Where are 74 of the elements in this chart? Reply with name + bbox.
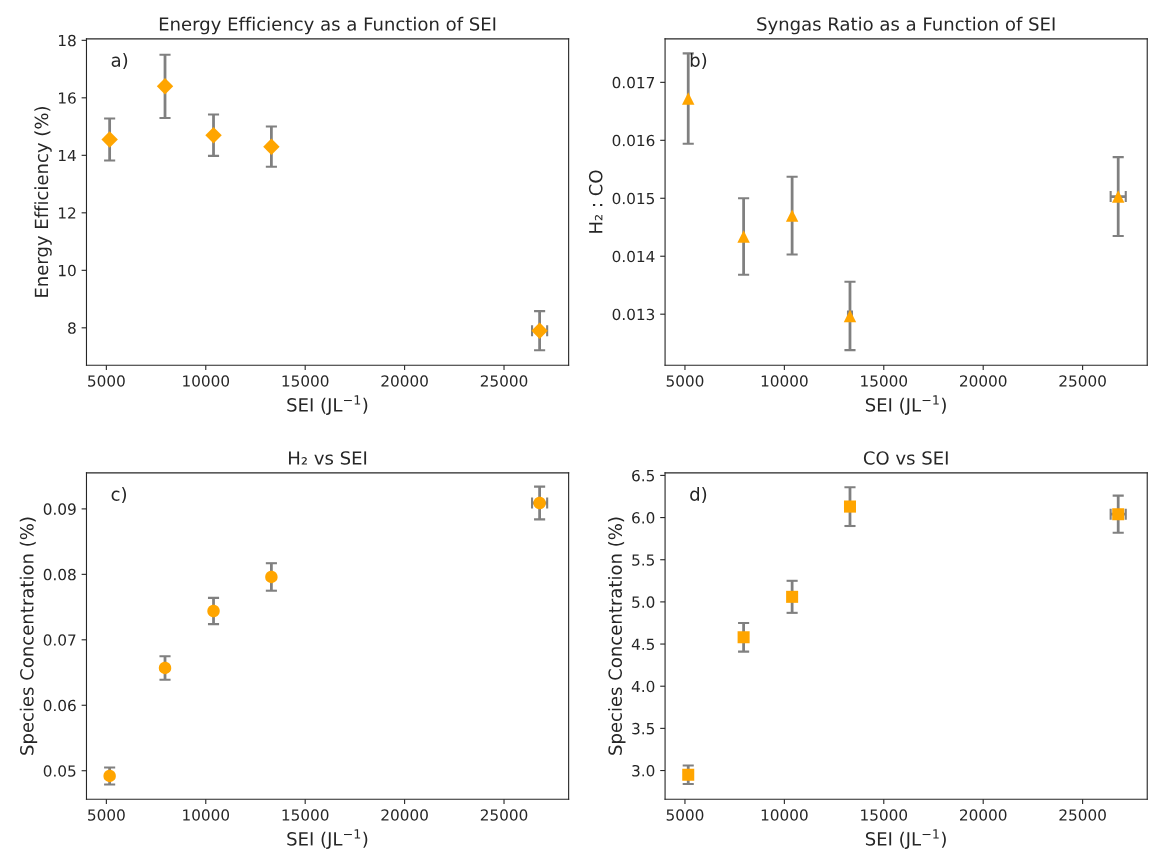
x-tick-label: 10000: [761, 809, 808, 821]
y-axis-title: Energy Efficiency (%): [34, 107, 52, 297]
x-tick-label: 10000: [761, 375, 808, 387]
point: [682, 92, 695, 105]
x-tick-label: 10000: [183, 809, 230, 821]
point: [207, 604, 220, 618]
chart-title: Energy Efficiency as a Function of SEI: [159, 16, 496, 35]
point: [785, 209, 799, 222]
x-axis-title: SEI (JL$^{−1}$): [865, 395, 946, 415]
y-tick-label: 5.5: [632, 554, 655, 566]
point: [205, 126, 222, 144]
y-tick-label: 0.08: [43, 568, 76, 581]
x-tick-label: 5000: [88, 375, 125, 387]
y-tick-label: 0.014: [612, 250, 655, 263]
x-tick-label: 25000: [1059, 809, 1106, 821]
x-tick-label: 20000: [960, 809, 1007, 821]
x-axis-title: SEI (JL$^{−1}$): [287, 395, 368, 415]
point: [737, 631, 750, 644]
y-tick-label: 0.013: [612, 308, 655, 321]
y-tick-label: 18: [58, 34, 76, 47]
point: [786, 590, 799, 603]
y-tick-label: 8: [68, 322, 76, 334]
x-tick-label: 15000: [861, 809, 908, 821]
annotation: c): [111, 487, 126, 504]
annotation: d): [690, 486, 707, 504]
y-tick-label: 5.0: [632, 596, 655, 608]
y-tick-label: 10: [58, 264, 76, 277]
annotation: a): [111, 53, 128, 70]
point: [682, 768, 695, 781]
y-tick-label: 14: [58, 149, 76, 162]
annotation: b): [690, 52, 707, 70]
y-axis-title: H₂ : CO: [588, 170, 603, 233]
x-tick-label: 20000: [960, 375, 1007, 387]
x-tick-label: 5000: [88, 809, 125, 821]
y-axis-title: Species Concentration (%): [19, 517, 38, 755]
y-tick-label: 0.09: [43, 503, 76, 515]
point: [265, 570, 278, 584]
y-tick-label: 6.5: [632, 469, 655, 482]
point: [156, 78, 174, 95]
x-tick-label: 25000: [480, 375, 528, 387]
y-tick-label: 12: [58, 207, 76, 219]
point: [737, 230, 750, 243]
y-tick-label: 0.017: [612, 76, 655, 89]
x-tick-label: 25000: [480, 809, 528, 821]
y-tick-label: 0.07: [43, 634, 76, 646]
chart-title: CO vs SEI: [863, 451, 948, 465]
x-tick-label: 5000: [666, 809, 704, 821]
y-tick-label: 3.5: [632, 722, 655, 735]
y-tick-label: 0.016: [612, 134, 655, 147]
chart-title: H₂ vs SEI: [289, 451, 367, 465]
x-tick-label: 5000: [666, 375, 704, 387]
point: [263, 138, 280, 155]
x-tick-label: 15000: [282, 375, 329, 387]
y-tick-label: 4.0: [631, 680, 655, 693]
chart-title: Syngas Ratio as a Function of SEI: [757, 16, 1055, 35]
y-tick-label: 4.5: [631, 638, 655, 651]
x-axis-title: SEI (JL$^{−1}$): [287, 829, 368, 849]
y-axis-title: Species Concentration (%): [608, 517, 626, 755]
y-tick-label: 3.0: [632, 765, 655, 777]
x-tick-label: 25000: [1059, 375, 1106, 387]
x-tick-label: 20000: [381, 809, 428, 821]
x-tick-label: 15000: [282, 809, 329, 821]
point: [158, 661, 172, 675]
x-tick-label: 10000: [183, 375, 230, 387]
x-axis-title: SEI (JL$^{−1}$): [865, 829, 946, 849]
point: [843, 500, 856, 513]
y-tick-label: 0.015: [612, 192, 655, 205]
x-tick-label: 15000: [861, 375, 908, 387]
point: [101, 131, 118, 148]
y-tick-label: 0.06: [43, 699, 76, 712]
y-tick-label: 6.0: [632, 512, 655, 524]
x-tick-label: 20000: [381, 375, 428, 387]
y-tick-label: 0.05: [43, 765, 76, 777]
y-tick-label: 16: [58, 92, 76, 104]
